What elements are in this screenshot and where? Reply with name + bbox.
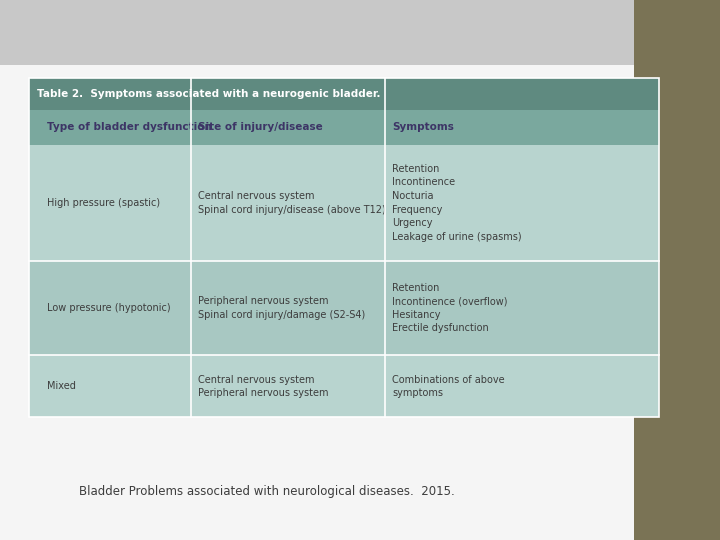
Text: Mixed: Mixed — [47, 381, 76, 391]
Text: Central nervous system
Peripheral nervous system: Central nervous system Peripheral nervou… — [198, 375, 328, 398]
Bar — [0, 0, 634, 540]
Text: Retention
Incontinence
Nocturia
Frequency
Urgency
Leakage of urine (spasms): Retention Incontinence Nocturia Frequenc… — [392, 164, 522, 242]
Bar — [634, 0, 720, 540]
Bar — [29, 110, 659, 145]
Text: Peripheral nervous system
Spinal cord injury/damage (S2-S4): Peripheral nervous system Spinal cord in… — [198, 296, 365, 320]
Text: Retention
Incontinence (overflow)
Hesitancy
Erectile dysfunction: Retention Incontinence (overflow) Hesita… — [392, 282, 508, 334]
Text: Combinations of above
symptoms: Combinations of above symptoms — [392, 375, 505, 398]
Text: Symptoms: Symptoms — [392, 122, 454, 132]
Text: Bladder Problems associated with neurological diseases.  2015.: Bladder Problems associated with neurolo… — [79, 485, 455, 498]
Text: Type of bladder dysfunction: Type of bladder dysfunction — [47, 122, 212, 132]
Bar — [0, 0, 634, 65]
Bar — [29, 145, 659, 261]
Bar — [29, 355, 659, 417]
Bar — [29, 78, 659, 110]
Text: Central nervous system
Spinal cord injury/disease (above T12): Central nervous system Spinal cord injur… — [198, 191, 386, 214]
Text: Table 2.  Symptoms associated with a neurogenic bladder.: Table 2. Symptoms associated with a neur… — [37, 89, 381, 99]
Text: Low pressure (hypotonic): Low pressure (hypotonic) — [47, 303, 171, 313]
Bar — [29, 261, 659, 355]
Text: High pressure (spastic): High pressure (spastic) — [47, 198, 160, 208]
Text: Site of injury/disease: Site of injury/disease — [198, 122, 323, 132]
Bar — [29, 78, 659, 417]
